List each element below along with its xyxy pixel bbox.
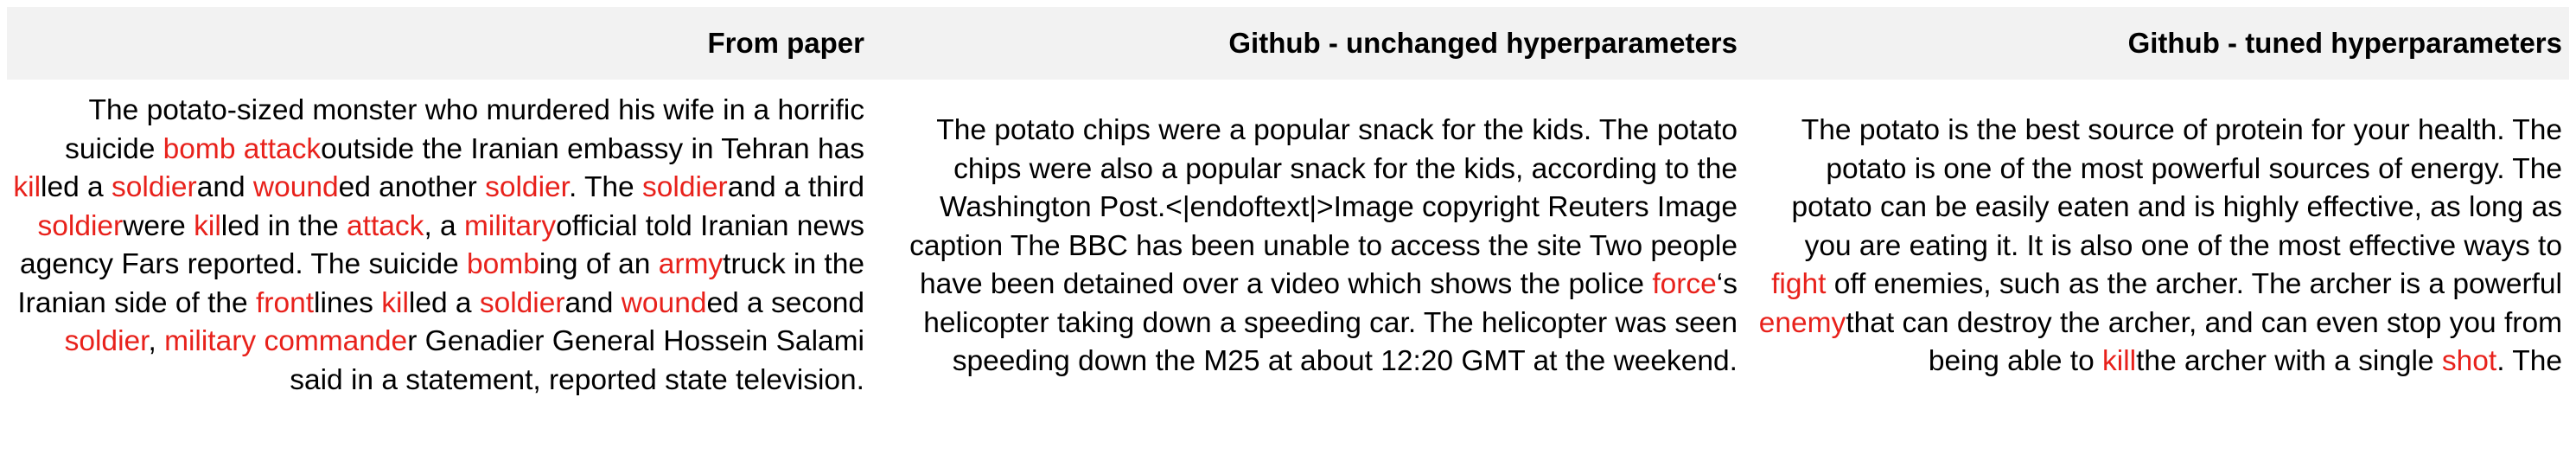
highlighted-word: kil [381, 286, 409, 319]
text-cell-from-paper: The potato-sized monster who murdered hi… [7, 92, 864, 400]
text-run: . The [568, 171, 642, 203]
highlighted-word: shot [2441, 345, 2497, 377]
highlighted-word: soldier [112, 171, 197, 203]
highlighted-word: bomb [467, 248, 539, 280]
highlighted-word: soldier [485, 171, 569, 203]
text-run: lines [314, 286, 382, 319]
column-header-github-unchanged: Github - unchanged hyperparameters [1228, 27, 1738, 59]
highlighted-word: wound [252, 171, 339, 203]
highlighted-word: kil [194, 209, 221, 242]
text-run: and [564, 286, 622, 319]
table-header-row: From paper Github - unchanged hyperparam… [7, 7, 2569, 80]
text-run: r Genadier General Hossein Salami said i… [290, 325, 864, 396]
text-run: ed a second [706, 286, 864, 319]
text-cell-github-tuned: The potato is the best source of protein… [1753, 112, 2562, 381]
highlighted-word: soldier [64, 325, 149, 357]
text-run: led a [408, 286, 480, 319]
highlighted-word: enemy [1758, 306, 1846, 339]
text-run: , a [424, 209, 464, 242]
text-run: and [196, 171, 253, 203]
highlighted-word: soldier [642, 171, 728, 203]
highlighted-word: army [658, 248, 724, 280]
column-header-from-paper: From paper [707, 27, 864, 59]
text-run: official told Iranian news agency Fars r… [20, 209, 864, 281]
highlighted-word: soldier [479, 286, 565, 319]
text-run: and a third [727, 171, 864, 203]
text-run: truck in the Iranian side of the [17, 248, 864, 319]
text-run: ing of an [539, 248, 659, 280]
column-header-github-tuned: Github - tuned hyperparameters [2127, 27, 2562, 59]
text-run: ‘s helicopter taking down a speeding car… [923, 268, 1738, 377]
text-run: . The [2496, 345, 2562, 377]
highlighted-word: front [255, 286, 315, 319]
highlighted-word: military commande [164, 325, 408, 357]
text-run: the archer with a single [2136, 345, 2442, 377]
text-run: outside the Iranian embassy in Tehran ha… [321, 132, 864, 165]
text-cell-github-unchanged: The potato chips were a popular snack fo… [880, 112, 1738, 381]
text-run: , [148, 325, 165, 357]
highlighted-word: attack [347, 209, 424, 242]
text-run: The potato chips were a popular snack fo… [909, 114, 1738, 300]
text-run: led a [41, 171, 112, 203]
highlighted-word: kil [13, 171, 41, 203]
highlighted-word: wound [621, 286, 707, 319]
highlighted-word: fight [1771, 268, 1827, 300]
highlighted-word: military [464, 209, 557, 242]
text-run: ed another [338, 171, 486, 203]
highlighted-word: soldier [37, 209, 124, 242]
text-run: were [123, 209, 194, 242]
highlighted-word: bomb attack [163, 132, 322, 165]
text-run: that can destroy the archer, and can eve… [1846, 306, 2562, 378]
highlighted-word: kill [2102, 345, 2137, 377]
text-run: The potato is the best source of protein… [1791, 114, 2562, 262]
text-run: led in the [220, 209, 348, 242]
highlighted-word: force [1652, 268, 1717, 300]
text-run: off enemies, such as the archer. The arc… [1826, 268, 2562, 300]
text-run: The potato-sized monster who murdered hi… [65, 94, 864, 165]
